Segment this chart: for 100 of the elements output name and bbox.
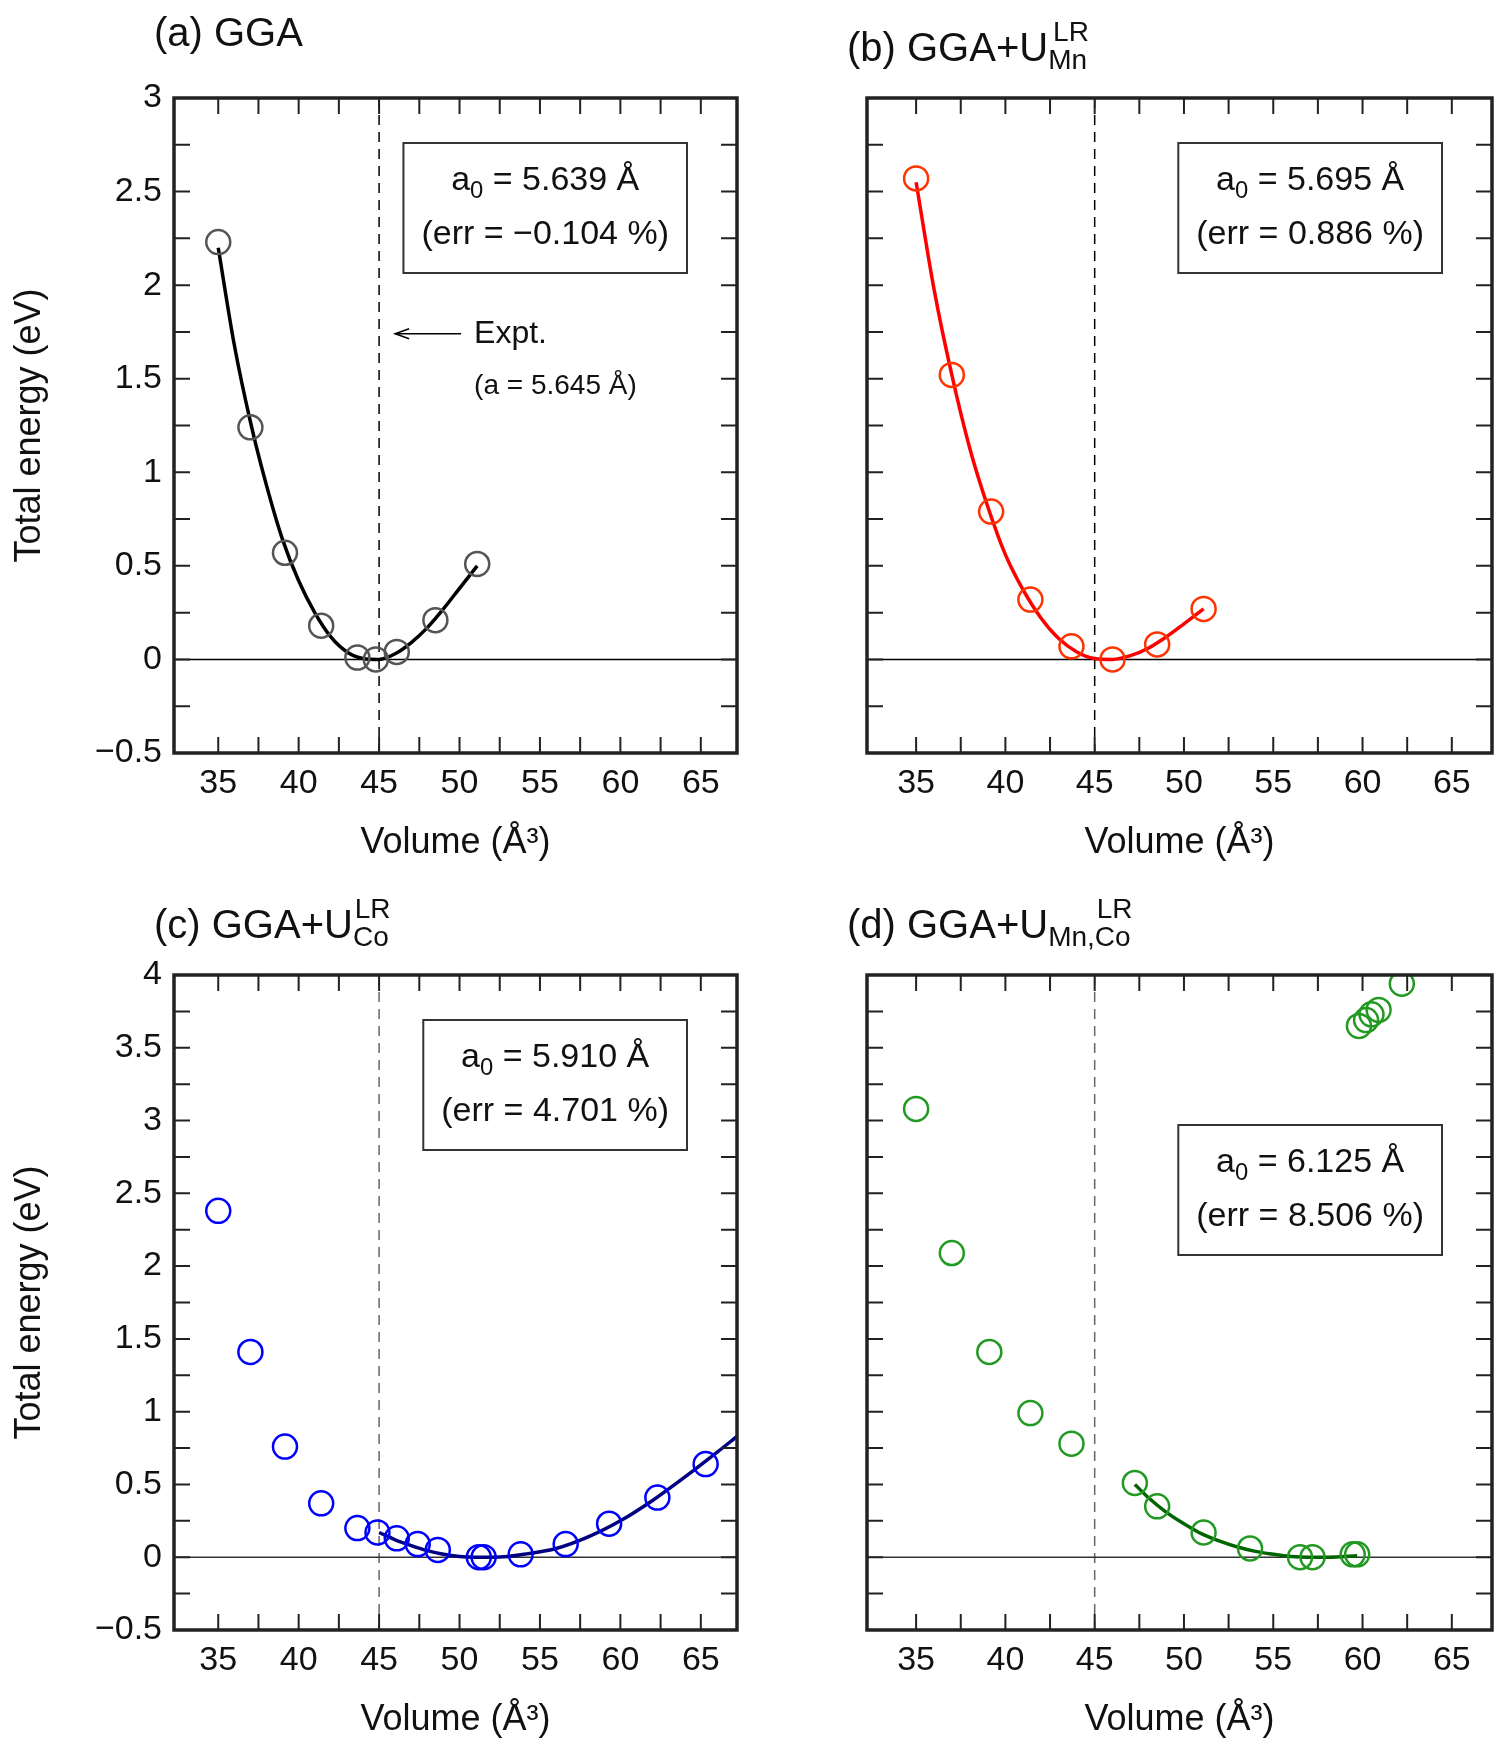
x-tick-label: 55: [1254, 761, 1293, 800]
point: [1286, 1543, 1314, 1571]
point: [1365, 996, 1392, 1024]
x-tick-label: 65: [1432, 1638, 1471, 1677]
point: [237, 414, 264, 441]
y-tick-label: 1.5: [114, 357, 162, 396]
point: [204, 1197, 232, 1225]
point: [1121, 1469, 1149, 1497]
point: [404, 1530, 431, 1558]
point: [1058, 1430, 1085, 1457]
point: [977, 498, 1005, 525]
point: [1236, 1535, 1264, 1562]
ref-line-label: Expt.: [474, 313, 548, 350]
point: [938, 1239, 966, 1267]
point: [1099, 646, 1126, 673]
point: [307, 612, 335, 639]
x-tick-label: 35: [199, 761, 238, 800]
point: [692, 1450, 719, 1478]
annotation: (err = 4.701 %): [441, 1090, 670, 1129]
point: [470, 1543, 497, 1571]
point: [237, 1338, 264, 1366]
annotation: (err = 0.886 %): [1196, 213, 1425, 252]
y-tick-label: 0: [143, 1535, 162, 1574]
point: [463, 550, 491, 578]
x-tick-label: 45: [360, 761, 399, 800]
x-tick-label: 55: [521, 1638, 559, 1677]
point: [1190, 1519, 1217, 1546]
point: [902, 1095, 930, 1123]
point: [552, 1530, 579, 1558]
x-tick-label: 40: [279, 761, 318, 800]
point: [938, 361, 966, 389]
x-axis-title: Volume (Å³): [1084, 1697, 1275, 1739]
x-axis-title: Volume (Å³): [360, 820, 551, 862]
y-tick-label: 2: [143, 263, 162, 302]
point: [383, 638, 411, 666]
x-tick-label: 60: [1343, 761, 1382, 800]
y-tick-label: 1: [143, 450, 162, 489]
x-tick-label: 60: [601, 1638, 640, 1677]
point: [1017, 1399, 1044, 1427]
point: [204, 228, 232, 256]
y-axis-title: Total energy (eV): [6, 288, 48, 563]
x-tick-label: 60: [1343, 1638, 1382, 1677]
point: [422, 606, 449, 634]
x-tick-label: 40: [986, 761, 1025, 800]
x-tick-label: 50: [440, 761, 479, 800]
point: [1143, 1493, 1171, 1520]
point: [1345, 1012, 1373, 1040]
x-tick-label: 55: [1254, 1638, 1293, 1677]
x-tick-label: 65: [681, 761, 720, 800]
point: [1343, 1541, 1371, 1568]
y-tick-label: 2.5: [114, 1171, 162, 1210]
point: [1358, 1001, 1385, 1028]
point: [344, 644, 371, 671]
y-tick-label: 0: [143, 637, 162, 676]
x-tick-label: 55: [521, 761, 559, 800]
point: [1190, 595, 1217, 623]
y-tick-label: 0.5: [114, 544, 162, 583]
point: [465, 1543, 493, 1571]
x-tick-label: 45: [1075, 761, 1114, 800]
x-tick-label: 35: [897, 1638, 936, 1677]
y-tick-label: 1: [143, 1390, 162, 1429]
y-tick-label: 4: [143, 953, 162, 992]
annotation: (a = 5.645 Å): [474, 368, 637, 400]
y-tick-label: 0.5: [114, 1462, 162, 1501]
x-axis-title: Volume (Å³): [1084, 820, 1275, 862]
point: [271, 1433, 299, 1460]
x-tick-label: 45: [1075, 1638, 1114, 1677]
x-tick-label: 35: [199, 1638, 238, 1677]
x-tick-label: 65: [1432, 761, 1471, 800]
x-tick-label: 45: [360, 1638, 399, 1677]
point: [1017, 586, 1044, 613]
x-tick-label: 50: [1165, 761, 1203, 800]
point: [362, 646, 390, 673]
y-tick-label: 3: [143, 1098, 162, 1137]
annotation: (err = −0.104 %): [421, 213, 669, 252]
x-tick-label: 40: [279, 1638, 318, 1677]
y-tick-label: 1.5: [114, 1317, 162, 1356]
y-tick-label: 3.5: [114, 1026, 162, 1065]
point: [902, 165, 930, 192]
point: [595, 1510, 623, 1537]
point: [1352, 1006, 1380, 1034]
point: [383, 1525, 411, 1552]
point: [1143, 631, 1171, 658]
y-tick-label: 2: [143, 1244, 162, 1283]
point: [1058, 633, 1085, 660]
x-tick-label: 65: [681, 1638, 720, 1677]
point: [271, 539, 299, 567]
y-tick-label: 2.5: [114, 169, 162, 208]
annotation: (err = 8.506 %): [1196, 1195, 1425, 1234]
point: [344, 1514, 371, 1542]
chart-title: (a) GGA: [153, 9, 304, 56]
x-axis-title: Volume (Å³): [360, 1697, 551, 1739]
x-tick-label: 35: [897, 761, 936, 800]
point: [976, 1338, 1003, 1366]
x-tick-label: 50: [1165, 1638, 1203, 1677]
point: [424, 1536, 452, 1564]
point: [307, 1490, 335, 1517]
x-tick-label: 50: [440, 1638, 479, 1677]
x-tick-label: 60: [601, 761, 640, 800]
point: [507, 1541, 534, 1568]
